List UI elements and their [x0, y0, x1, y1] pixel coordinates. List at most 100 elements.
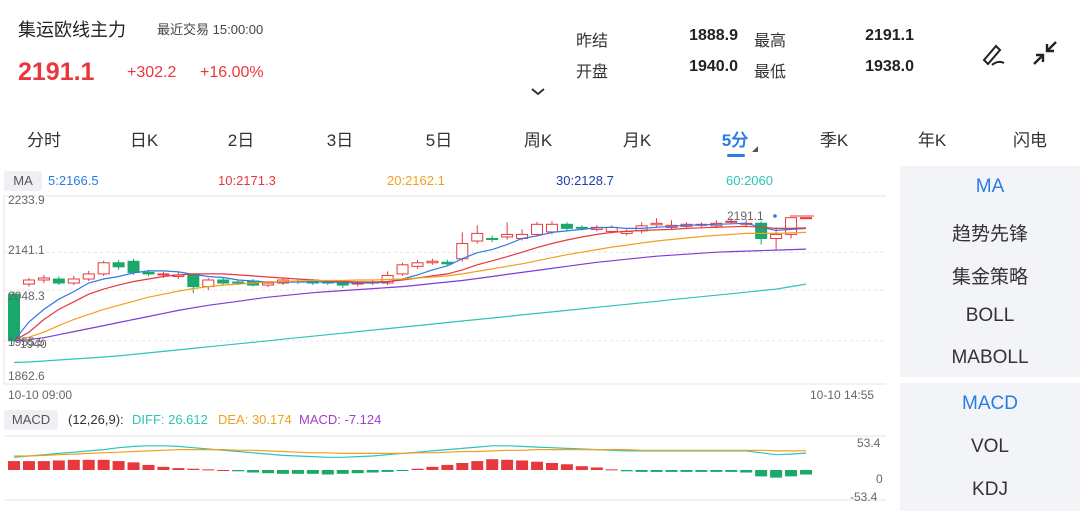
draw-line-icon[interactable]: [978, 38, 1008, 68]
tab-dropdown-corner-icon[interactable]: [752, 146, 758, 152]
candle-body: [202, 279, 215, 288]
low-label: 最低: [754, 64, 787, 81]
tab-3day[interactable]: 3日: [326, 131, 354, 150]
last-trade-label: 最近交易: [157, 22, 210, 37]
candle-body: [396, 264, 409, 275]
tab-daily[interactable]: 日K: [129, 131, 159, 150]
tab-monthly[interactable]: 月K: [622, 131, 652, 150]
tab-weekly[interactable]: 周K: [523, 131, 553, 150]
macd-panel: [8, 445, 812, 478]
macd-histogram-bar: [232, 470, 245, 472]
candle-body: [411, 262, 424, 267]
collapse-icon[interactable]: [1030, 38, 1060, 68]
indicator-side-panel: MA 趋势先锋 集金策略 BOLL MABOLL MACD VOL KDJ: [900, 166, 1080, 511]
macd-indicator-badge[interactable]: MACD: [4, 410, 58, 430]
macd-histogram-bar: [680, 470, 693, 472]
macd-histogram-bar: [142, 464, 155, 470]
ma-line-ma5: [13, 222, 807, 342]
side-item-maboll[interactable]: MABOLL: [951, 347, 1029, 368]
moving-average-lines: [13, 222, 807, 364]
side-item-boll[interactable]: BOLL: [965, 305, 1015, 326]
tab-yearly[interactable]: 年K: [917, 131, 947, 150]
macd-histogram-bar: [172, 468, 185, 470]
active-tab-underline: [727, 154, 745, 157]
macd-dea-value: DEA: 30.174: [218, 412, 292, 427]
macd-histogram-bar: [22, 461, 35, 470]
candle-body: [97, 262, 110, 275]
side-item-gold-strategy[interactable]: 集金策略: [951, 267, 1028, 288]
price-tick-label: 2233.9: [8, 193, 45, 207]
candle-body: [770, 233, 783, 239]
macd-histogram-bar: [426, 466, 439, 470]
macd-histogram-bar: [725, 470, 738, 472]
x-start-label: 10-10 09:00: [8, 388, 72, 402]
candle-body: [785, 217, 798, 235]
side-item-macd[interactable]: MACD: [962, 393, 1018, 414]
macd-histogram-bar: [590, 467, 603, 470]
macd-tick-label: 0: [876, 472, 883, 486]
macd-histogram-bar: [755, 470, 768, 477]
candle-body: [486, 237, 499, 240]
macd-histogram-bar: [575, 466, 588, 470]
macd-histogram-bar: [560, 464, 573, 470]
side-item-ma[interactable]: MA: [975, 176, 1005, 197]
high-label: 最高: [754, 33, 787, 50]
candlestick-series: [8, 217, 812, 345]
kline-chart[interactable]: 2233.9 2141.1 2048.3 1955.5 1862.6 1940 2191.1…: [0, 0, 900, 511]
macd-histogram-bar: [650, 470, 663, 472]
candle-body: [456, 243, 469, 260]
price-tick-label: 1955.5: [8, 335, 45, 349]
macd-histogram-bar: [531, 461, 544, 470]
candle-body: [501, 233, 514, 238]
candle-body: [262, 282, 275, 286]
candle-body: [531, 223, 544, 235]
side-item-kdj[interactable]: KDJ: [972, 479, 1008, 500]
ma-line-ma30: [13, 248, 807, 342]
tab-5min[interactable]: 5分: [721, 131, 749, 150]
macd-dea-line: [14, 449, 807, 457]
ma30-value: 30:2128.7: [556, 173, 614, 188]
macd-histogram-bar: [217, 470, 230, 471]
candle-body: [127, 260, 140, 273]
macd-histogram-bar: [306, 470, 319, 474]
macd-histogram-bar: [97, 459, 110, 470]
tab-5day[interactable]: 5日: [425, 131, 453, 150]
macd-histogram-bar: [605, 469, 618, 471]
candle-body: [142, 271, 155, 275]
macd-histogram-bar: [247, 470, 260, 473]
tab-flash[interactable]: 闪电: [1013, 131, 1047, 150]
ma-line-ma10: [13, 225, 807, 342]
chevron-down-icon[interactable]: [529, 86, 547, 98]
candle-body: [755, 222, 768, 239]
macd-histogram-bar: [157, 466, 170, 470]
macd-histogram-bar: [321, 470, 334, 475]
ma-line-ma20: [13, 231, 807, 342]
macd-histogram-bar: [8, 461, 20, 470]
tab-2day[interactable]: 2日: [227, 131, 255, 150]
ma-indicator-badge[interactable]: MA: [4, 171, 42, 191]
instrument-title: 集运欧线主力: [18, 20, 126, 40]
side-item-vol[interactable]: VOL: [970, 436, 1010, 457]
candle-body: [112, 262, 125, 268]
side-item-trend-pioneer[interactable]: 趋势先锋: [951, 224, 1028, 245]
macd-histogram-bar: [127, 462, 140, 470]
quote-header: 集运欧线主力 最近交易 15:00:00 2191.1 +302.2 +16.0…: [0, 0, 1080, 112]
prev-settle-value: 1888.9: [689, 27, 738, 44]
macd-tick-label: 53.4: [857, 436, 881, 450]
ma20-value: 20:2162.1: [387, 173, 445, 188]
high-marker-dot: [773, 214, 777, 218]
macd-histogram-bar: [471, 461, 484, 470]
tab-quarterly[interactable]: 季K: [819, 131, 849, 150]
macd-histogram-bar: [82, 459, 95, 470]
candle-body: [52, 278, 65, 284]
candle-body: [82, 273, 95, 280]
open-overlay-label: 1940: [20, 337, 47, 351]
macd-histogram-bar: [456, 462, 469, 470]
macd-histogram-bar: [635, 470, 648, 472]
ma-line-ma60: [13, 283, 807, 364]
candle-body: [471, 232, 484, 242]
macd-histogram-bar: [187, 468, 200, 470]
tab-intraday[interactable]: 分时: [27, 131, 61, 150]
macd-histogram-bar: [262, 470, 275, 474]
high-overlay-label: 2191.1: [727, 209, 764, 223]
